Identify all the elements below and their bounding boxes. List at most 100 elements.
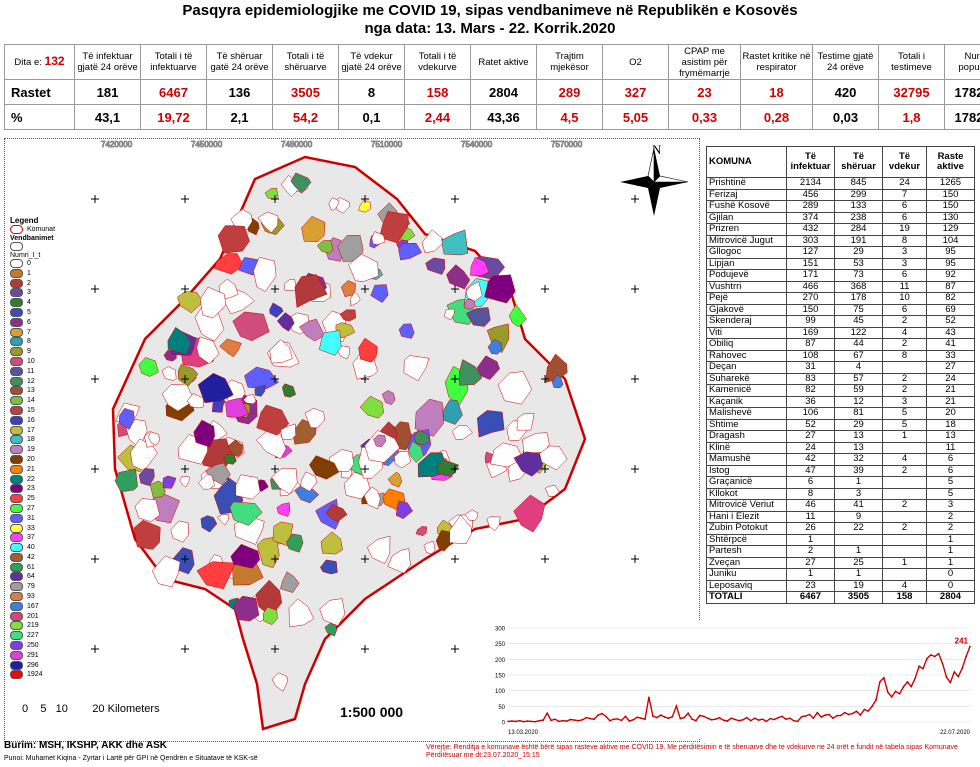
settlement-area (151, 555, 181, 588)
chart-point (879, 681, 881, 683)
legend-item: 25 (10, 494, 55, 504)
settlement-area (325, 504, 348, 523)
legend-label: 250 (27, 642, 39, 650)
table-cell: 19 (834, 579, 883, 592)
chart-point (542, 719, 545, 721)
table-cell: 5 (926, 476, 975, 489)
settlement-area (398, 323, 415, 339)
table-row: Zubin Potokut 26 22 2 2 (706, 522, 975, 535)
legend-label: 42 (27, 553, 35, 561)
settlement-area (197, 473, 215, 490)
table-cell: 1 (834, 568, 883, 581)
chart-point (949, 681, 952, 684)
table-cell: 3 (882, 257, 927, 270)
chart-point (871, 705, 873, 708)
settlement-area (497, 371, 533, 405)
settlement-area (304, 408, 325, 429)
table-cell: 1 (926, 556, 975, 569)
table-cell (882, 476, 927, 489)
settlement-area (217, 225, 250, 254)
legend-label: 12 (27, 377, 35, 385)
table-row: Suharekë 83 57 2 24 (706, 372, 975, 385)
daily-cases-chart: 0 50 100 150 200 250 300 13.03.2020 22.07.2020 24… (482, 620, 976, 738)
table-cell: 6 (882, 269, 927, 282)
legend-label: 10 (27, 357, 35, 365)
settlement-area (358, 199, 371, 213)
settlement-area (470, 256, 490, 277)
legend-swatch (10, 474, 23, 484)
grid-label: 7450000 (191, 140, 223, 149)
legend-swatch (10, 278, 23, 288)
chart-point (941, 662, 944, 665)
legend-item: 2 (10, 278, 55, 288)
chart-point (593, 718, 595, 720)
table-cell: Klinë (706, 441, 787, 454)
table-cell: 24 (786, 441, 835, 454)
table-cell: Gllogoc (706, 246, 787, 259)
legend-swatch (10, 572, 23, 582)
stats-col-header: O2 (602, 44, 669, 80)
table-cell: 67 (834, 349, 883, 362)
chart-point (824, 714, 826, 716)
table-row: Prizren 432 284 19 129 (706, 223, 975, 236)
legend-item: 167 (10, 601, 55, 611)
legend-item: 33 (10, 523, 55, 533)
table-cell: 53 (834, 257, 883, 270)
summary-stats-table: Dita e: 132 Të infektuar gjatë 24 orëve T… (4, 44, 980, 130)
table-cell: 21 (926, 395, 975, 408)
legend-item: 8 (10, 337, 55, 347)
stats-value: 54,2 (272, 104, 339, 130)
chart-point (918, 665, 920, 668)
stats-value: 19,72 (140, 104, 207, 130)
chart-point (726, 720, 729, 722)
settlement-area (177, 364, 199, 387)
chart-max-label: 241 (955, 636, 969, 645)
settlement-area (230, 543, 260, 569)
chart-point (699, 714, 701, 717)
table-cell: 13 (834, 430, 883, 443)
settlement-area (324, 622, 337, 637)
table-cell: 151 (786, 257, 835, 270)
updated-line: Përditësuar me dt:23.07.2020_15:15 (426, 752, 540, 759)
legend-label: 296 (27, 661, 39, 669)
chart-point (671, 715, 674, 718)
legend-swatch (10, 533, 23, 543)
settlement-area (437, 459, 459, 477)
chart-point (706, 717, 709, 720)
stats-col-header: Të shëruar gatë 24 orëve (206, 44, 273, 80)
table-row: Kaçanik 36 12 3 21 (706, 395, 975, 408)
table-cell (882, 510, 927, 523)
legend-label: 1924 (27, 671, 43, 679)
legend-label: 37 (27, 534, 35, 542)
table-cell: 20 (926, 407, 975, 420)
settlement-area (451, 425, 473, 440)
chart-point (749, 719, 752, 722)
chart-point (937, 652, 940, 655)
table-cell: Prishtinë (706, 177, 787, 190)
scale-bar: 0 5 10 20 Kilometers (22, 703, 160, 715)
legend-label: 0 (27, 259, 31, 267)
legend-item: 227 (10, 631, 55, 641)
chart-point (518, 719, 521, 722)
settlement-area (205, 462, 231, 486)
settlement-area (465, 281, 483, 302)
table-cell: 4 (882, 453, 927, 466)
kosovo-map[interactable]: 7420000 7450000 7480000 7510000 7 5 40 0 0 0 … (4, 138, 700, 742)
table-cell: TOTALI (706, 591, 787, 604)
settlement-area (257, 211, 279, 234)
chart-point (886, 691, 889, 694)
legend-label: 21 (27, 465, 35, 473)
table-cell: 82 (786, 384, 835, 397)
legend-swatch (10, 670, 23, 680)
chart-point (534, 720, 537, 723)
table-cell: 6 (882, 211, 927, 224)
chart-point (507, 720, 509, 723)
settlement-area (230, 208, 253, 231)
stats-col-header: Të infektuar gjatë 24 orëve (74, 44, 141, 80)
table-cell: 845 (834, 177, 883, 190)
table-cell: 2 (882, 338, 927, 351)
settlement-area (262, 606, 278, 626)
chart-point (781, 715, 783, 718)
legend-label: 167 (27, 602, 39, 610)
table-cell: 24 (882, 177, 927, 190)
